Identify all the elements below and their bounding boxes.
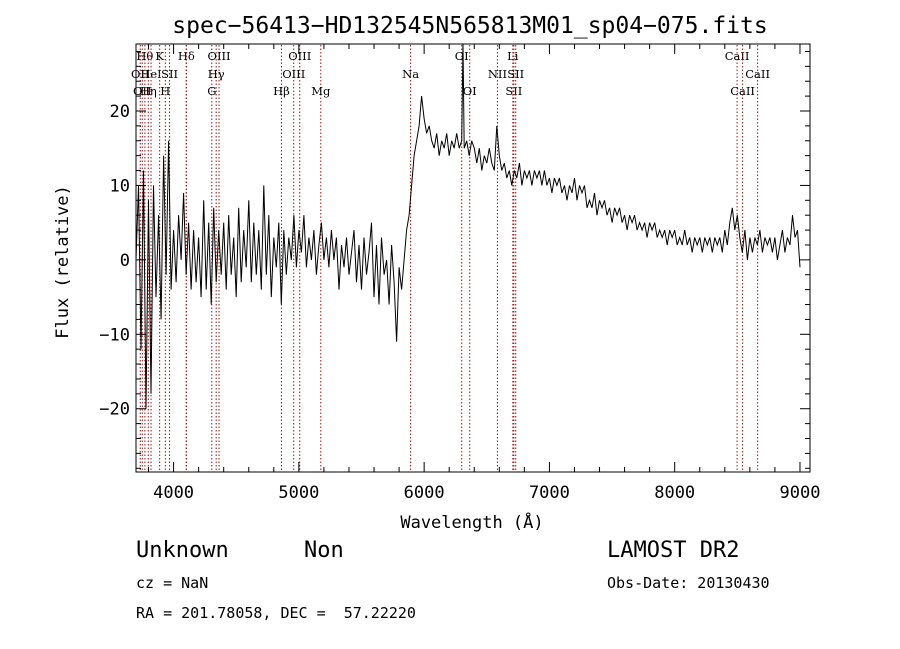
line-marker-label: OI [455,49,469,63]
line-marker-label: HeI [140,67,161,81]
line-marker-label: Hη [140,84,157,98]
x-tick-label: 9000 [780,483,821,503]
y-tick-label: 10 [110,176,130,196]
line-marker-label: Hθ [136,49,153,63]
axis-ticks: 4000 5000 6000 7000 8000 9000 −20 −10 0 10 20 [99,44,820,503]
line-marker-label: OIII [208,49,231,63]
line-marker-label: NII [488,67,507,81]
line-marker-label: H [160,84,170,98]
line-marker-label: OIII [282,67,305,81]
line-marker-label: Hβ [273,84,290,98]
line-marker-label: SII [507,67,524,81]
y-axis-label: Flux (relative) [53,185,73,339]
line-marker-label: CaII [725,49,750,63]
line-marker-label: OII [133,84,152,98]
x-axis-label: Wavelength (Å) [400,511,543,533]
chart-title: spec−56413−HD132545N565813M01_sp04−075.f… [172,13,767,39]
object-class: Unknown [136,538,229,563]
x-tick-label: 8000 [654,483,695,503]
line-marker-label: SII [161,67,178,81]
x-tick-label: 5000 [278,483,319,503]
line-marker-label: G [207,84,216,98]
x-tick-label: 6000 [404,483,445,503]
line-marker-label: OI [463,84,477,98]
x-tick-label: 7000 [529,483,570,503]
y-tick-label: 0 [120,251,130,271]
y-tick-label: −20 [99,400,130,420]
line-marker-label: K [155,49,164,63]
object-subclass: Non [304,538,344,563]
y-tick-label: 20 [110,102,130,122]
redshift-readout: cz = NaN [136,574,209,592]
line-marker-label: Na [402,67,419,81]
observation-date: Obs-Date: 20130430 [607,574,770,592]
coordinates-readout: RA = 201.78058, DEC = 57.22220 [136,604,416,622]
y-tick-label: −10 [99,325,130,345]
line-marker-label: Mg [311,84,331,98]
line-marker-label: CaII [730,84,755,98]
line-marker-label: Hγ [208,67,225,81]
survey-name: LAMOST DR2 [607,538,740,563]
line-marker-label: SII [505,84,522,98]
x-tick-label: 4000 [153,483,194,503]
line-marker-label: OIII [288,49,311,63]
spectral-line-markers: OIIOIIHθHηHeIKHSIIHδGHγOIIIHβOIIIOIIIMgN… [131,45,770,471]
spectrum-series [135,43,801,409]
plot-frame [135,43,811,473]
line-marker-label: Li [507,49,519,63]
line-marker-label: CaII [745,67,770,81]
